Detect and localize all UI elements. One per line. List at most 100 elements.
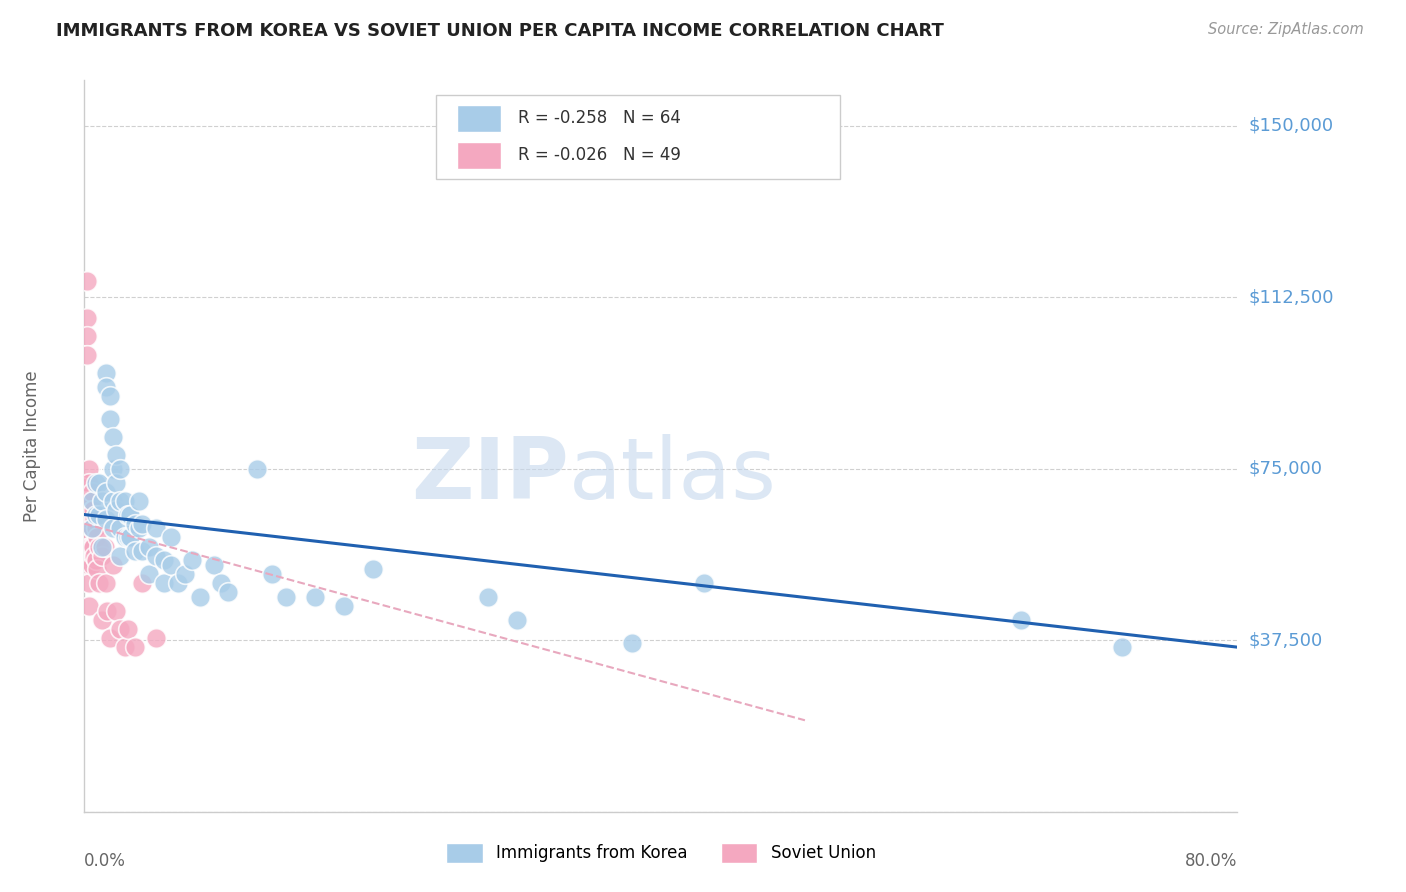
Point [114,530,136,544]
Point [76,311,98,326]
Point [103,462,124,476]
Point [79,512,101,526]
Point [120,508,142,522]
Point [76,348,98,362]
Point [90,540,112,554]
Point [80,493,103,508]
Text: atlas: atlas [568,434,776,516]
Legend: Immigrants from Korea, Soviet Union: Immigrants from Korea, Soviet Union [439,837,883,869]
Point [304,590,326,604]
Point [87,508,110,522]
Point [103,521,124,535]
Point [103,558,124,572]
Point [246,462,269,476]
Point [110,462,132,476]
Point [477,590,499,604]
Point [110,493,132,508]
Point [94,512,117,526]
Point [138,567,160,582]
Point [124,640,146,655]
Text: $37,500: $37,500 [1249,632,1323,649]
Point [145,521,167,535]
Point [110,622,132,636]
Point [98,631,121,645]
Point [105,603,128,617]
Point [94,484,117,499]
Point [94,576,117,591]
Point [145,631,167,645]
Point [160,558,183,572]
Point [506,613,529,627]
Point [87,540,110,554]
Point [84,508,107,522]
Point [138,540,160,554]
Point [87,475,110,490]
Point [77,475,100,490]
Text: $112,500: $112,500 [1249,288,1334,307]
Point [124,516,146,531]
Point [209,576,232,591]
Point [131,516,153,531]
Point [84,521,107,535]
Point [117,530,139,544]
Point [188,590,211,604]
Point [77,558,100,572]
Bar [457,142,501,169]
Point [84,475,107,490]
Point [94,379,117,393]
Point [103,493,124,508]
Point [77,462,100,476]
Point [120,530,142,544]
Point [79,540,101,554]
Point [77,576,100,591]
Point [181,553,204,567]
Point [124,544,146,558]
Point [152,576,174,591]
Point [80,540,103,554]
Point [110,549,132,563]
Point [693,576,716,591]
Point [76,549,98,563]
Point [86,562,108,576]
Point [152,553,174,567]
Text: $150,000: $150,000 [1249,117,1333,135]
FancyBboxPatch shape [436,95,839,179]
Point [86,530,108,544]
Point [87,576,110,591]
Text: R = -0.026   N = 49: R = -0.026 N = 49 [517,146,681,164]
Point [131,576,153,591]
Point [128,493,150,508]
Point [332,599,354,613]
Point [174,567,197,582]
Point [145,549,167,563]
Text: R = -0.258   N = 64: R = -0.258 N = 64 [517,110,681,128]
Point [128,521,150,535]
Point [117,508,139,522]
Point [167,576,190,591]
Text: 0.0%: 0.0% [84,852,127,870]
Point [77,540,100,554]
Point [105,475,128,490]
Point [76,475,98,490]
Point [160,530,183,544]
Point [96,603,118,617]
Text: 80.0%: 80.0% [1185,852,1237,870]
Point [84,553,107,567]
Point [80,521,103,535]
Point [83,512,105,526]
Point [76,329,98,343]
Point [98,411,121,425]
Point [1010,613,1032,627]
Point [93,540,115,554]
Point [82,540,104,554]
Point [103,430,124,444]
Point [110,521,132,535]
Point [105,503,128,517]
Point [114,493,136,508]
Point [90,549,112,563]
Text: Per Capita Income: Per Capita Income [24,370,42,522]
Point [260,567,283,582]
Point [90,493,112,508]
Point [1111,640,1133,655]
Point [79,493,101,508]
